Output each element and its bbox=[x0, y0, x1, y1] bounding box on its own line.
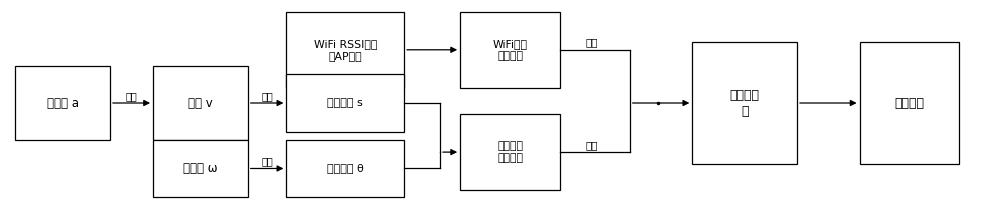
Bar bbox=[460, 114, 560, 190]
Text: 匹配: 匹配 bbox=[586, 38, 598, 48]
Bar bbox=[286, 140, 404, 197]
Text: 运动距离 s: 运动距离 s bbox=[327, 98, 363, 108]
Text: 运动方向 θ: 运动方向 θ bbox=[327, 164, 364, 173]
Text: WiFi RSSI数据
及AP坐标: WiFi RSSI数据 及AP坐标 bbox=[314, 39, 377, 61]
Text: 积分: 积分 bbox=[126, 91, 137, 101]
Text: 速度 v: 速度 v bbox=[188, 96, 213, 110]
Text: 匹配: 匹配 bbox=[586, 140, 598, 150]
Text: 惯性导航
空间图谱: 惯性导航 空间图谱 bbox=[497, 141, 523, 163]
Bar bbox=[153, 140, 248, 197]
Bar bbox=[286, 74, 404, 132]
Bar bbox=[460, 12, 560, 88]
Text: WiFi指纹
空间图谱: WiFi指纹 空间图谱 bbox=[492, 39, 527, 61]
Text: 加速度 a: 加速度 a bbox=[47, 96, 79, 110]
Text: 载体位置: 载体位置 bbox=[894, 96, 924, 110]
Text: 积分: 积分 bbox=[261, 91, 273, 101]
Text: 积分: 积分 bbox=[261, 156, 273, 166]
Text: 角速度 ω: 角速度 ω bbox=[183, 162, 218, 175]
Bar bbox=[15, 66, 110, 140]
Bar bbox=[153, 66, 248, 140]
Bar bbox=[286, 12, 404, 88]
Bar bbox=[692, 42, 797, 164]
Text: 决策树算
法: 决策树算 法 bbox=[730, 89, 760, 117]
Bar bbox=[860, 42, 959, 164]
